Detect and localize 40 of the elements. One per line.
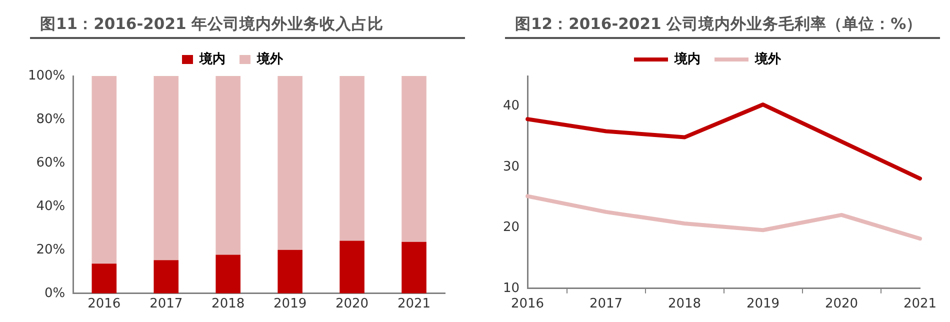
legend-label: 境外: [754, 50, 782, 67]
y-tick-label: 30: [502, 159, 520, 174]
y-tick-label: 40%: [36, 198, 66, 214]
x-tick-label: 2021: [903, 296, 937, 312]
x-tick-label: 2019: [746, 296, 780, 312]
bar: [278, 76, 302, 250]
legend-label: 境外: [256, 50, 284, 67]
y-tick-label: 20%: [36, 242, 66, 258]
y-tick-label: 0%: [44, 286, 66, 301]
y-tick-label: 100%: [28, 68, 66, 84]
bar: [216, 254, 240, 294]
x-tick-label: 2018: [668, 296, 702, 312]
legend-label: 境内: [198, 50, 226, 67]
y-tick-label: 20: [502, 220, 520, 236]
x-tick-label: 2017: [150, 296, 183, 312]
x-tick-label: 2016: [510, 296, 544, 312]
x-tick-label: 2020: [824, 296, 858, 312]
bar: [216, 76, 240, 255]
y-tick-label: 80%: [36, 112, 66, 127]
y-tick-label: 40: [502, 98, 520, 114]
bar: [402, 76, 426, 242]
bar: [154, 260, 179, 294]
chart-title: 图12：2016-2021 公司境内外业务毛利率（单位：%）: [505, 14, 940, 39]
y-tick-label: 60%: [36, 155, 66, 170]
x-tick-label: 2017: [589, 296, 623, 312]
bar: [340, 240, 364, 294]
bar: [154, 76, 179, 260]
x-tick-label: 2020: [335, 296, 369, 312]
x-tick-label: 2021: [397, 296, 431, 312]
chart-title: 图11：2016-2021 年公司境内外业务收入占比: [30, 14, 465, 39]
x-tick-label: 2018: [212, 296, 245, 312]
bar: [278, 250, 302, 294]
x-tick-label: 2019: [274, 296, 307, 312]
bar: [340, 76, 364, 241]
legend-label: 境内: [674, 50, 700, 67]
x-tick-label: 2016: [88, 296, 121, 312]
bar: [402, 242, 426, 294]
bar: [92, 76, 117, 264]
y-tick-label: 10: [502, 280, 520, 296]
bar: [92, 264, 117, 294]
